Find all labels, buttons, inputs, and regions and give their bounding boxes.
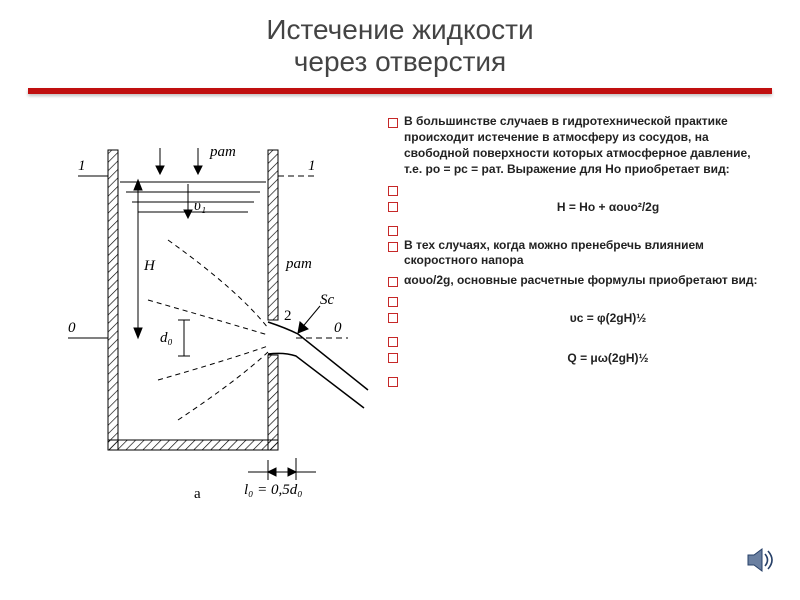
diagram-area: 1 1 0 0 рат рат υ₁ Н 2 d₀ Sс l₀ = 0,5d₀ … bbox=[48, 108, 378, 500]
bullet-1: В большинстве случаев в гидротехнической… bbox=[388, 114, 772, 177]
bullet-spacer bbox=[388, 373, 772, 385]
formula-2: υс = φ(2gH)½ bbox=[404, 309, 772, 329]
bullet-spacer bbox=[388, 182, 772, 194]
lbl-Sc: Sс bbox=[320, 292, 335, 308]
lbl-l0: l₀ = 0,5d₀ bbox=[244, 482, 302, 498]
vessel-diagram: 1 1 0 0 рат рат υ₁ Н 2 d₀ Sс l₀ = 0,5d₀ … bbox=[48, 120, 378, 500]
lbl-1-right: 1 bbox=[308, 158, 316, 174]
lbl-v1: υ₁ bbox=[194, 198, 206, 214]
bullet-list: В большинстве случаев в гидротехнической… bbox=[378, 108, 772, 500]
lbl-pat-right: рат bbox=[285, 256, 312, 272]
lbl-0-left: 0 bbox=[68, 320, 76, 336]
lbl-H: Н bbox=[143, 258, 156, 274]
bullet-3: αоυо/2g, основные расчетные формулы прио… bbox=[388, 273, 772, 289]
lbl-0-right: 0 bbox=[334, 320, 342, 336]
page-title: Истечение жидкости через отверстия bbox=[0, 14, 800, 78]
bullet-spacer bbox=[388, 293, 772, 305]
title-line-2: через отверстия bbox=[294, 46, 506, 77]
formula-1: Н = Но + αоυо²/2g bbox=[404, 198, 772, 218]
bullet-f3: Q = μω(2gH)½ bbox=[388, 349, 772, 369]
lbl-a: a bbox=[194, 486, 201, 500]
bullet-f1: Н = Но + αоυо²/2g bbox=[388, 198, 772, 218]
lbl-1-left: 1 bbox=[78, 158, 86, 174]
bullet-f2: υс = φ(2gH)½ bbox=[388, 309, 772, 329]
lbl-2: 2 bbox=[284, 308, 292, 324]
lbl-pat-top: рат bbox=[209, 144, 236, 160]
bullet-2: В тех случаях, когда можно пренебречь вл… bbox=[388, 238, 772, 270]
title-line-1: Истечение жидкости bbox=[266, 14, 533, 45]
formula-3: Q = μω(2gH)½ bbox=[404, 349, 772, 369]
lbl-d0: d₀ bbox=[160, 330, 173, 346]
bullet-spacer bbox=[388, 333, 772, 345]
sound-icon[interactable] bbox=[746, 547, 776, 578]
bullet-spacer bbox=[388, 222, 772, 234]
